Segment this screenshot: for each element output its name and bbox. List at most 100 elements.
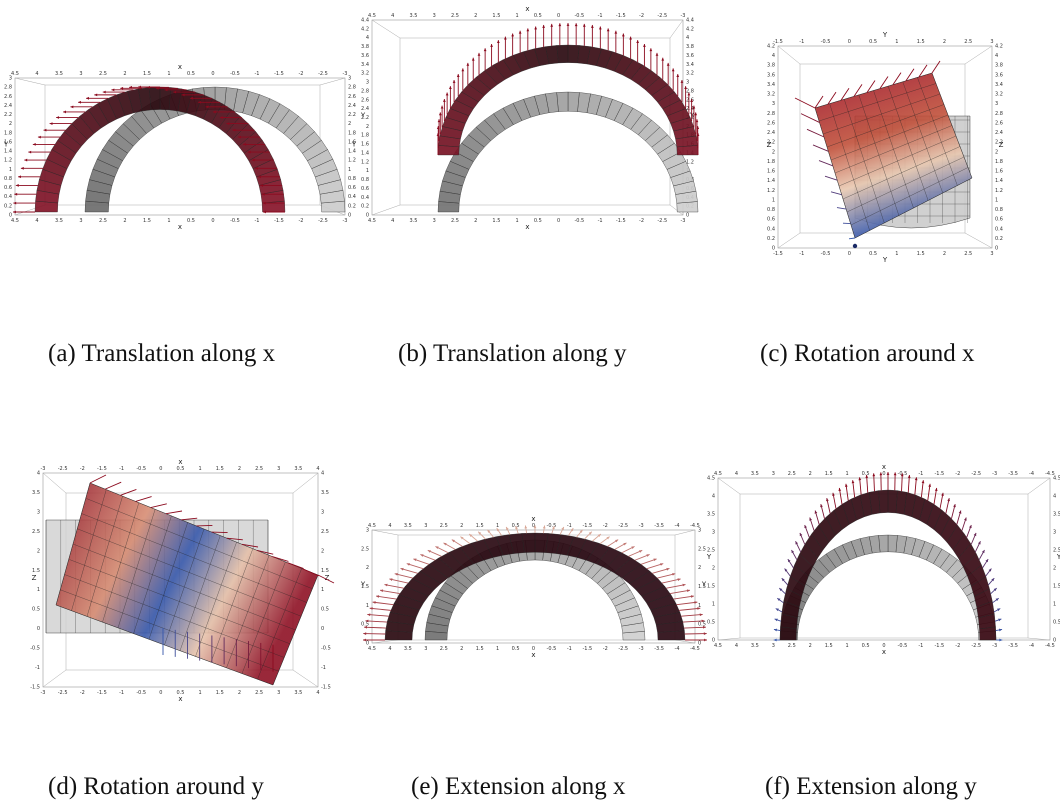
arrow-head: [20, 166, 24, 170]
arrow-head: [448, 86, 452, 90]
tick-label: 1.2: [686, 159, 694, 165]
frame-edge: [42, 669, 67, 688]
arrow-head: [550, 23, 554, 27]
tick-label: -1: [799, 39, 804, 45]
tick-label: -2.5: [618, 646, 628, 652]
tick-label: 1.5: [1053, 584, 1060, 590]
mesh-line: [85, 498, 313, 589]
tick-label: 1.5: [216, 466, 224, 472]
tick-label: -2: [639, 218, 644, 224]
tick-label: 4.4: [686, 18, 694, 24]
arrow-head: [981, 549, 985, 554]
axis-label-top: x: [178, 63, 182, 71]
tick-label: -1: [567, 523, 572, 529]
tick-label: 0.8: [348, 176, 356, 182]
tick-label: 3: [424, 646, 427, 652]
tick-label: 2.8: [4, 85, 12, 91]
arrow-head: [672, 572, 676, 576]
tick-label: 2.2: [995, 140, 1003, 146]
surface-reference: [424, 631, 448, 641]
arrow-head: [471, 57, 475, 61]
tick-label: 3: [424, 523, 427, 529]
frame-edge: [717, 477, 741, 495]
arrow-head: [977, 541, 981, 545]
tick-label: -2.5: [657, 218, 667, 224]
arrow-mark: [866, 474, 869, 493]
tick-label: 0.2: [767, 236, 775, 242]
caption-e: (e) Extension along x: [411, 773, 626, 800]
arrow-mark: [859, 477, 862, 495]
tick-label: 1.4: [767, 178, 775, 184]
mesh-line: [850, 167, 969, 226]
arrow-mark: [853, 84, 863, 97]
mesh-line: [64, 574, 285, 658]
mesh-line: [826, 104, 945, 148]
tick-label: 0.4: [4, 194, 12, 200]
arrow-head: [858, 477, 862, 481]
caption-b: (b) Translation along y: [398, 340, 627, 367]
tick-label: 4: [735, 471, 738, 477]
arrow-head: [682, 583, 686, 587]
arrow-head: [86, 96, 89, 100]
arrow-head: [173, 90, 177, 94]
tick-label: 0.5: [187, 71, 195, 77]
plot-translation-y: 4.5 4.5 4 4 3.5 3.5 3 3 2.5 2.5 2 2 1.5 1.5 1 1 0.5 0.5 0 0…: [360, 5, 700, 231]
surface-deformed: [887, 489, 898, 514]
surface-deformed: [437, 145, 460, 156]
arrow-head: [460, 536, 464, 540]
tick-label: 2: [943, 39, 946, 45]
tick-label: 0.2: [995, 236, 1003, 242]
arrow-mark: [394, 573, 413, 579]
mesh-line: [81, 513, 307, 603]
frame-edge: [717, 637, 741, 641]
tick-label: 1.2: [995, 188, 1003, 194]
tick-label: 1.6: [4, 139, 12, 145]
arrow-head: [363, 638, 366, 642]
tick-label: 2.5: [99, 218, 107, 224]
arrow-head: [461, 68, 465, 72]
mesh-line: [842, 146, 961, 200]
axis-label-top: x: [882, 463, 886, 471]
arrow-head: [598, 26, 602, 30]
tick-label: 3.5: [751, 643, 759, 649]
arrow-mark: [812, 144, 829, 152]
tick-label: 3: [348, 76, 351, 82]
tick-label: -1: [799, 251, 804, 257]
tick-label: -3.5: [654, 523, 664, 529]
arrow-head: [787, 559, 791, 563]
tick-label: 4: [735, 643, 738, 649]
arrow-head: [838, 487, 842, 492]
arrow-head: [820, 504, 823, 508]
tick-label: 0: [366, 213, 369, 219]
frame-edge: [674, 529, 696, 536]
arrow-head: [13, 201, 17, 205]
arrow-head: [262, 201, 266, 205]
axis-label-right: Z: [999, 141, 1004, 149]
tick-label: 2.5: [451, 13, 459, 19]
arrow-head: [697, 607, 701, 610]
tick-label: 1: [321, 587, 324, 593]
tick-label: 0.5: [869, 39, 877, 45]
tick-label: 1.5: [825, 643, 833, 649]
tick-label: 4: [1053, 494, 1056, 500]
arrow-mark: [814, 95, 824, 109]
arrow-mark: [661, 578, 681, 584]
tick-label: 2: [995, 149, 998, 155]
arrow-head: [934, 487, 938, 492]
arrow-mark: [257, 550, 274, 555]
arrow-head: [15, 184, 19, 187]
tick-label: 2.6: [686, 97, 694, 103]
arrow-head: [661, 57, 665, 61]
arrow-head: [561, 526, 564, 531]
arrow-head: [615, 539, 619, 543]
tick-label: 2.5: [440, 646, 448, 652]
arrow-head: [660, 563, 664, 566]
tick-label: 3: [433, 218, 436, 224]
tick-label: 3.6: [361, 53, 369, 59]
tick-label: 4.4: [361, 18, 369, 24]
caption-d: (d) Rotation around y: [48, 773, 264, 800]
axis-label-bottom: x: [882, 648, 886, 656]
tick-label: -3: [681, 13, 686, 19]
arrow-head: [263, 210, 266, 214]
tick-label: 3: [366, 80, 369, 86]
